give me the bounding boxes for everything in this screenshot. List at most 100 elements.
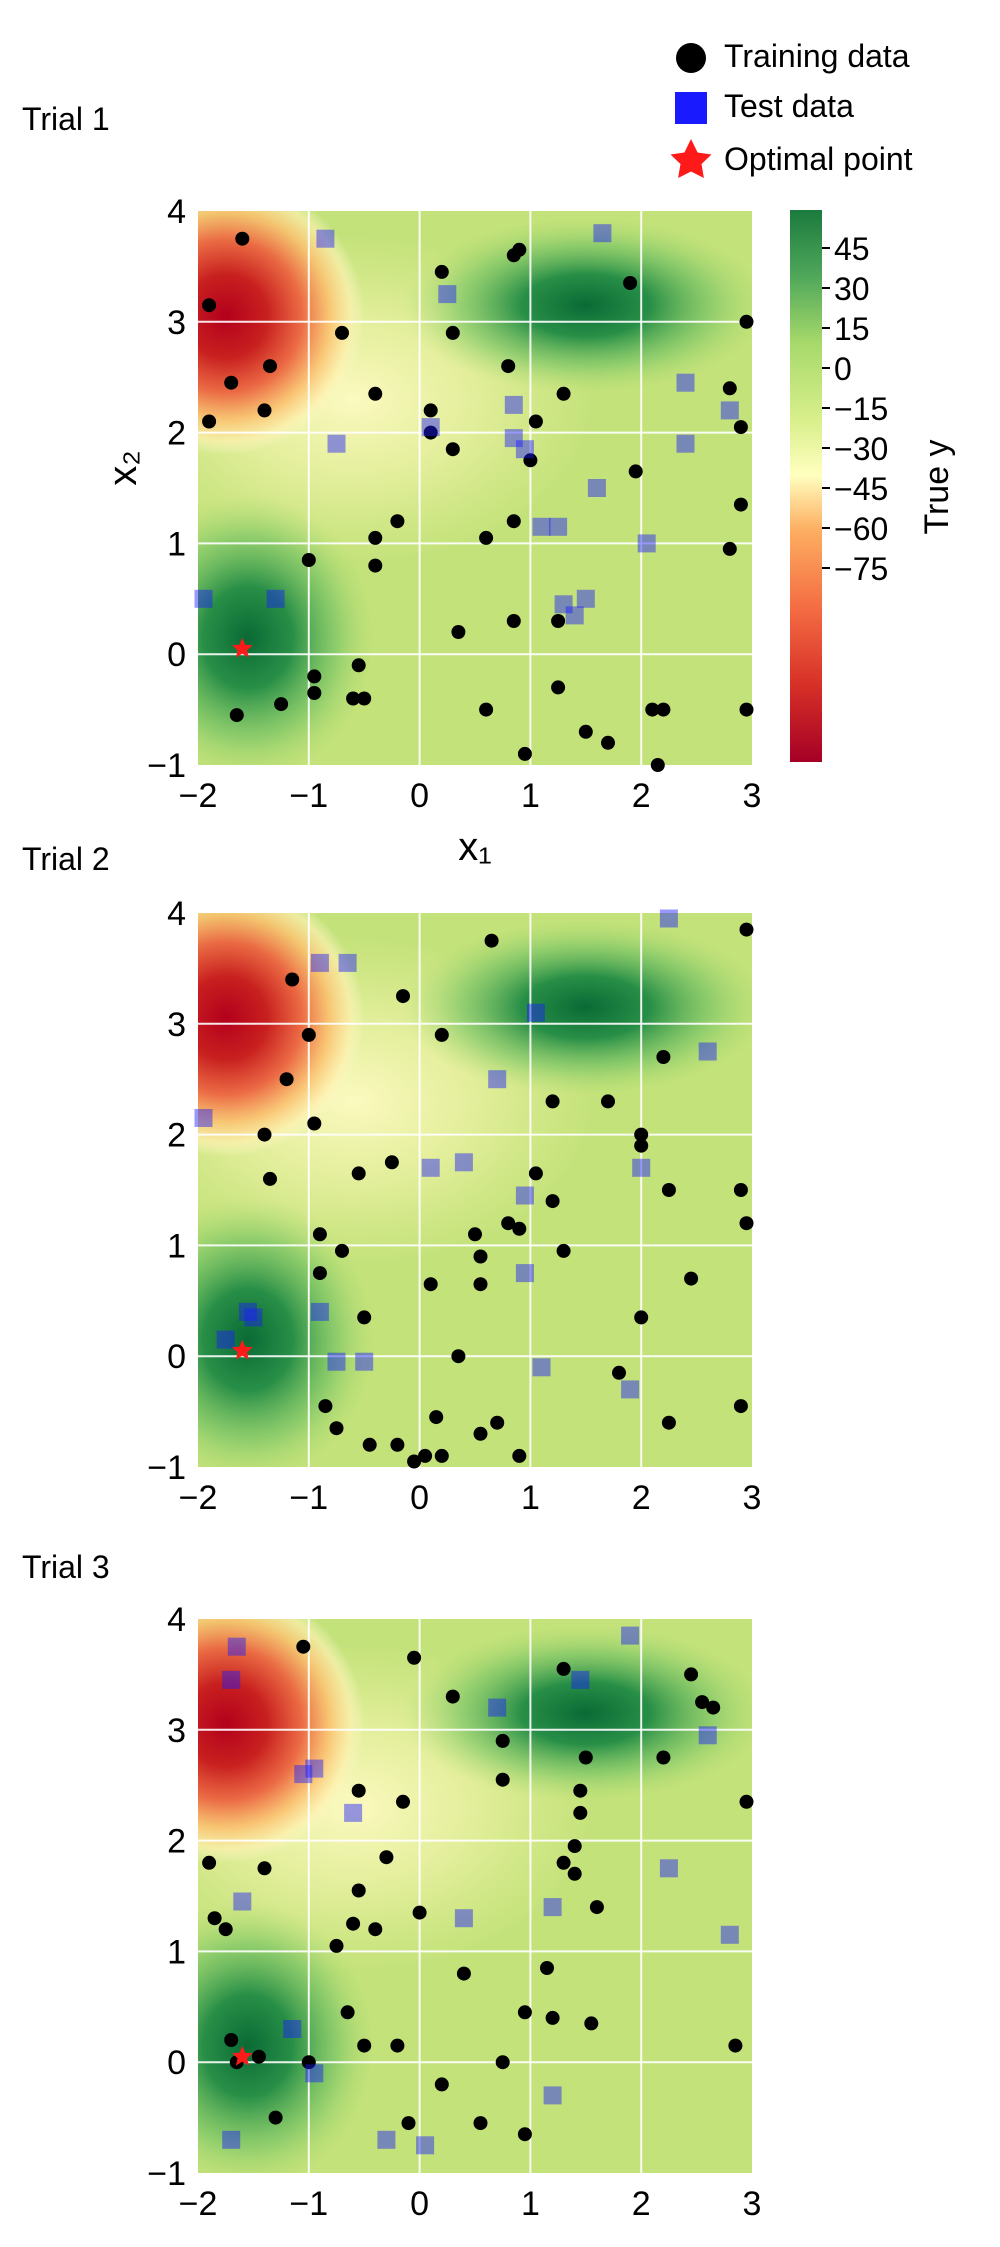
test-point xyxy=(421,1158,440,1177)
training-point xyxy=(634,1138,649,1153)
panel-title: Trial 2 xyxy=(22,841,110,877)
training-point xyxy=(601,735,615,750)
colorbar-tick-label: 15 xyxy=(834,311,870,347)
training-point xyxy=(634,1127,649,1142)
x-tick-label: 2 xyxy=(632,777,651,815)
training-point xyxy=(429,1410,444,1425)
training-point xyxy=(584,2016,599,2031)
training-point xyxy=(695,1695,710,1710)
training-point xyxy=(645,702,660,717)
training-point xyxy=(684,1667,699,1682)
training-point xyxy=(224,375,239,390)
training-point xyxy=(517,2127,532,2142)
test-point xyxy=(227,1637,246,1656)
training-point xyxy=(368,558,383,573)
colorbar-tick-label: −75 xyxy=(834,551,888,587)
test-point xyxy=(327,434,346,453)
training-point xyxy=(656,702,671,717)
colorbar-tick-label: 30 xyxy=(834,271,870,307)
test-point xyxy=(543,1898,562,1917)
test-point xyxy=(355,1352,374,1371)
y-tick-label: 0 xyxy=(167,1338,186,1376)
test-point xyxy=(659,1859,678,1878)
training-point xyxy=(556,386,571,401)
test-point xyxy=(438,285,457,304)
x-tick-label: 1 xyxy=(521,1479,540,1517)
training-point xyxy=(601,1094,615,1109)
test-point xyxy=(576,589,595,608)
test-point xyxy=(244,1308,263,1327)
training-point xyxy=(551,614,566,628)
training-point xyxy=(512,1221,527,1236)
test-point xyxy=(504,395,523,414)
training-point xyxy=(578,1750,593,1765)
training-point xyxy=(661,1183,676,1197)
training-point xyxy=(684,1271,699,1286)
x-tick-label: −2 xyxy=(179,1479,218,1517)
test-point xyxy=(593,224,612,243)
training-point xyxy=(473,1249,488,1264)
training-point xyxy=(528,414,543,429)
colorbar-tick-label: −45 xyxy=(834,471,888,507)
training-point xyxy=(656,1050,671,1064)
training-point xyxy=(473,1426,488,1441)
training-point xyxy=(451,1349,466,1364)
training-point xyxy=(573,1805,588,1820)
test-point xyxy=(504,429,523,448)
training-point xyxy=(423,1277,438,1292)
training-point xyxy=(251,2049,266,2064)
y-tick-label: 4 xyxy=(167,193,186,231)
training-point xyxy=(368,386,383,401)
training-point xyxy=(202,1855,217,1870)
test-point xyxy=(344,1803,363,1822)
training-point xyxy=(512,242,527,257)
colorbar-label: True y xyxy=(918,439,956,534)
training-point xyxy=(268,2110,283,2125)
legend: Training data Test data Optimal point xyxy=(670,38,913,178)
training-point xyxy=(396,989,410,1004)
x-axis-label: x₁ xyxy=(458,825,492,869)
test-point xyxy=(283,2020,302,2038)
heatmap-green-region xyxy=(198,493,376,765)
test-point xyxy=(233,1892,252,1911)
training-point xyxy=(396,1794,410,1809)
training-point xyxy=(390,1437,405,1452)
panel-title: Trial 1 xyxy=(22,101,110,137)
training-point xyxy=(357,1310,372,1325)
training-point xyxy=(263,1171,277,1186)
y-tick-label: −1 xyxy=(147,1449,186,1487)
test-point xyxy=(216,1330,235,1349)
training-point xyxy=(656,1750,671,1765)
test-point xyxy=(238,1302,257,1321)
training-point xyxy=(257,403,272,418)
test-point xyxy=(327,1352,346,1371)
test-point xyxy=(266,589,285,608)
training-point xyxy=(301,553,316,567)
training-point xyxy=(495,2055,510,2070)
test-point xyxy=(526,1003,545,1022)
test-point xyxy=(659,909,678,928)
y-tick-label: 1 xyxy=(167,525,186,563)
training-point xyxy=(434,264,449,279)
training-point xyxy=(650,758,665,772)
training-point xyxy=(307,1116,322,1131)
heatmap-red-region xyxy=(198,913,365,1157)
x-tick-label: −1 xyxy=(289,777,328,815)
training-point xyxy=(418,1448,433,1463)
training-point xyxy=(207,1911,222,1926)
test-point xyxy=(305,2064,324,2083)
x-tick-label: −1 xyxy=(289,1479,328,1517)
training-point xyxy=(329,1421,344,1436)
training-point xyxy=(517,746,532,761)
training-point xyxy=(357,2038,372,2053)
training-point xyxy=(329,1938,344,1953)
legend-item-training: Training data xyxy=(676,38,910,74)
training-point xyxy=(634,1310,649,1325)
test-point xyxy=(305,1759,324,1778)
y-tick-label: −1 xyxy=(147,747,186,785)
y-tick-label: 3 xyxy=(167,1006,186,1044)
x-tick-label: 2 xyxy=(632,1479,651,1517)
heatmap-green-region xyxy=(198,1901,376,2173)
x-tick-label: −2 xyxy=(179,2185,218,2223)
